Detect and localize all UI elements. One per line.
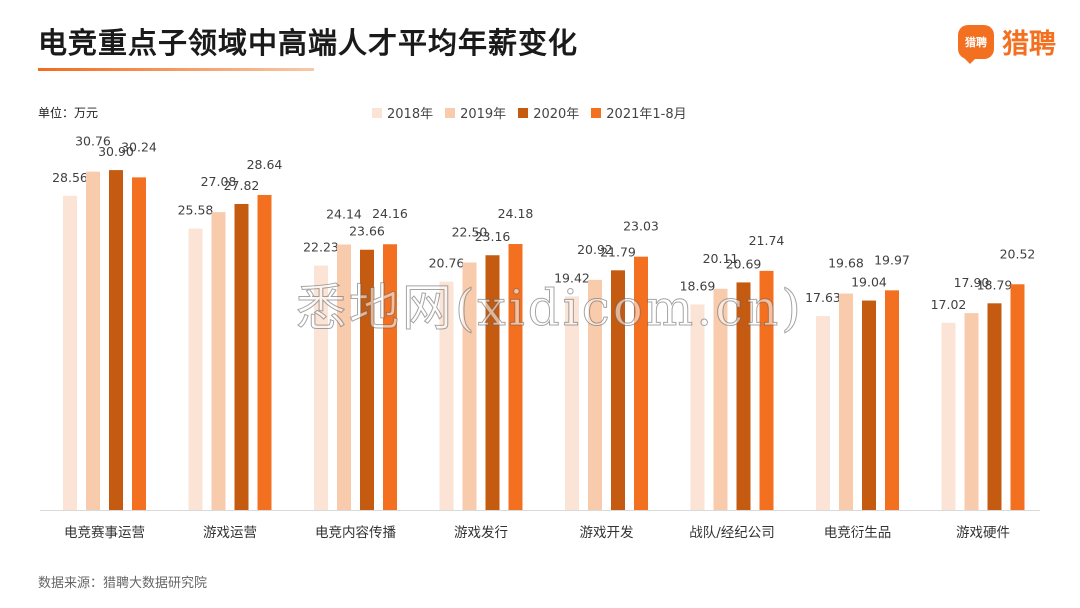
data-label: 23.03	[623, 219, 659, 234]
bar	[736, 282, 751, 510]
legend-label: 2021年1-8月	[606, 107, 687, 122]
category-label: 游戏硬件	[956, 525, 1010, 541]
legend-item: 2019年	[445, 103, 506, 122]
data-label: 22.23	[303, 239, 339, 254]
bar	[713, 288, 728, 510]
category-label: 游戏开发	[580, 525, 634, 541]
legend-item: 2021年1-8月	[591, 103, 687, 122]
bar	[565, 296, 579, 510]
category-label: 战队/经纪公司	[689, 525, 775, 541]
bar	[314, 265, 328, 510]
bar	[588, 279, 602, 510]
legend-swatch	[518, 107, 529, 118]
category-label: 电竞衍生品	[824, 524, 892, 541]
watermark: 悉地网(xidicom.cn)	[296, 279, 804, 338]
bar	[839, 293, 853, 510]
bar	[360, 249, 374, 511]
chart-legend: 2018年 2019年 2020年 2021年1-8月	[372, 103, 699, 122]
data-label: 27.08	[201, 174, 237, 189]
bar	[462, 262, 477, 510]
bar	[634, 256, 648, 510]
legend-swatch	[445, 107, 456, 118]
data-label: 18.79	[977, 277, 1013, 292]
bar	[211, 212, 226, 510]
bar	[862, 300, 876, 510]
data-label: 24.14	[326, 206, 362, 221]
bar	[383, 244, 397, 511]
legend-item: 2020年	[518, 103, 579, 122]
data-label: 20.11	[703, 251, 739, 266]
bar	[86, 171, 100, 510]
data-label: 19.68	[828, 256, 864, 271]
category-label: 电竞内容传播	[315, 524, 396, 541]
bar	[611, 270, 625, 510]
page-title: 电竞重点子领域中高端人才平均年薪变化	[38, 26, 579, 60]
bar	[885, 290, 899, 510]
data-label: 20.52	[1000, 246, 1036, 261]
logo-badge-icon: 猎聘	[958, 24, 994, 64]
bar	[759, 270, 774, 510]
bar	[690, 304, 705, 510]
bar	[987, 303, 1002, 510]
data-label: 23.16	[475, 229, 511, 244]
data-label: 17.90	[954, 275, 990, 290]
bar	[132, 177, 146, 511]
bar	[508, 244, 523, 510]
title-underline	[38, 68, 314, 71]
data-label: 24.18	[498, 206, 534, 221]
category-label: 游戏发行	[454, 525, 508, 541]
data-label: 22.50	[452, 225, 488, 240]
bar	[257, 194, 272, 510]
data-label: 21.79	[600, 244, 636, 259]
bar	[439, 281, 454, 510]
legend-item: 2018年	[372, 103, 433, 122]
source-note: 数据来源：猎聘大数据研究院	[38, 576, 208, 591]
data-label: 28.56	[52, 170, 88, 185]
data-label: 19.42	[554, 270, 590, 285]
data-label: 19.97	[874, 252, 910, 267]
data-label: 23.66	[349, 224, 385, 239]
data-label: 28.64	[247, 157, 283, 172]
bar	[964, 313, 979, 510]
logo-text: 猎聘	[1002, 29, 1056, 60]
data-label: 24.16	[372, 206, 408, 221]
bar	[337, 244, 351, 510]
data-label: 19.04	[851, 275, 887, 290]
bar	[816, 316, 830, 510]
data-label: 18.69	[680, 278, 716, 293]
data-label: 20.76	[429, 256, 465, 271]
data-label: 30.90	[98, 144, 134, 159]
category-label: 电竞赛事运营	[64, 524, 145, 541]
data-label: 17.02	[931, 297, 967, 312]
bar	[941, 322, 956, 510]
bar	[109, 170, 123, 510]
legend-label: 2020年	[533, 107, 580, 122]
data-label: 30.76	[75, 134, 111, 149]
bar	[234, 203, 249, 511]
category-label: 游戏运营	[203, 525, 257, 541]
legend-swatch	[372, 107, 382, 118]
data-label: 25.58	[178, 203, 214, 218]
data-label: 17.63	[805, 290, 841, 305]
bar	[485, 255, 500, 510]
data-label: 20.69	[726, 256, 762, 271]
bar	[188, 228, 203, 510]
bar	[63, 195, 77, 510]
bar	[1010, 284, 1025, 510]
legend-label: 2018年	[387, 107, 434, 122]
legend-label: 2019年	[460, 107, 507, 122]
data-label: 21.74	[749, 233, 785, 248]
data-label: 20.92	[577, 242, 613, 257]
data-label: 27.82	[224, 178, 260, 193]
legend-swatch	[591, 107, 602, 118]
liepin-logo: 猎聘 猎聘	[958, 22, 1056, 64]
data-label: 30.24	[121, 139, 157, 154]
unit-label: 单位：万元	[38, 106, 99, 120]
